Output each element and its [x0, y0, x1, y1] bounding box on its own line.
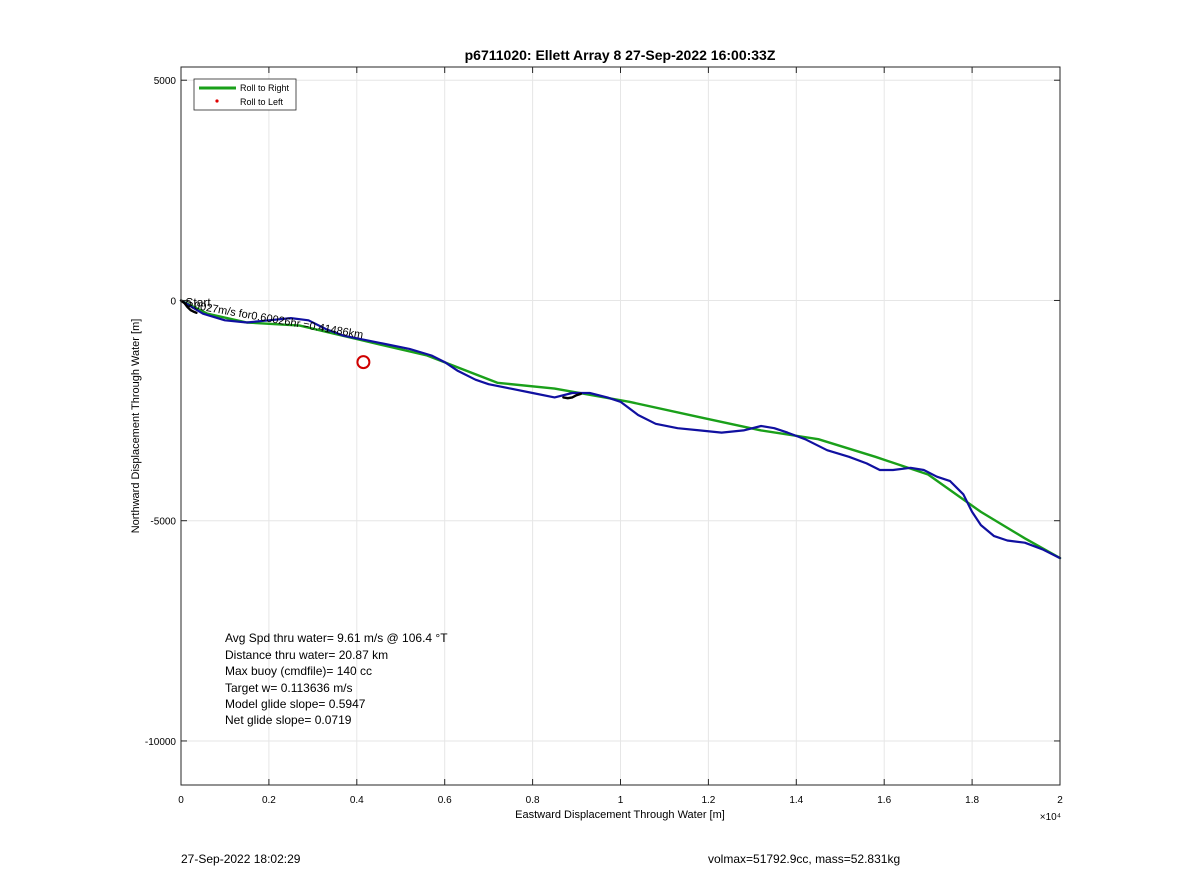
- stats-net-glide-slope: Net glide slope= 0.0719: [225, 713, 352, 727]
- x-tick-label: 0.6: [438, 795, 452, 806]
- series-line-3: [179, 299, 198, 314]
- x-tick-label: 2: [1057, 795, 1063, 806]
- legend-label-roll-right: Roll to Right: [240, 83, 290, 93]
- series-line-2: [562, 392, 583, 400]
- chart-title: p6711020: Ellett Array 8 27-Sep-2022 16:…: [465, 47, 776, 63]
- y-axis-label: Northward Displacement Through Water [m]: [130, 319, 142, 534]
- series-line-1: [179, 299, 1062, 560]
- stats-target-w: Target w= 0.113636 m/s: [225, 681, 353, 695]
- x-tick-label: 1.4: [789, 795, 803, 806]
- stats-max-buoy: Max buoy (cmdfile)= 140 cc: [225, 664, 372, 678]
- series-line-0: [179, 299, 1062, 560]
- marker-circle: [356, 355, 371, 370]
- x-tick-label: 1.8: [965, 795, 979, 806]
- x-tick-label: 0: [178, 795, 184, 806]
- x-tick-label: 0.8: [526, 795, 540, 806]
- y-tick-label: 5000: [154, 76, 177, 87]
- data-markers: [356, 355, 371, 370]
- axis-ticks: 0 0.2 0.4 0.6 0.8 1 1.2 1.4 1.6 1.8 2 5000 0 -5000 -10…: [145, 67, 1063, 806]
- y-tick-label: -10000: [145, 737, 177, 748]
- legend: Roll to Right Roll to Left: [193, 78, 297, 111]
- x-tick-label: 1.6: [877, 795, 891, 806]
- legend-swatch-roll-left: [215, 99, 219, 103]
- x-axis-label: Eastward Displacement Through Water [m]: [515, 809, 725, 821]
- x-tick-label: 0.4: [350, 795, 364, 806]
- stats-model-glide-slope: Model glide slope= 0.5947: [225, 697, 366, 711]
- annotation-text: Start: [185, 295, 211, 309]
- legend-label-roll-left: Roll to Left: [240, 97, 284, 107]
- stats-text-block: Avg Spd thru water= 9.61 m/s @ 106.4 °T …: [225, 631, 448, 727]
- y-tick-label: 0: [170, 296, 176, 307]
- y-tick-label: -5000: [150, 517, 176, 528]
- stats-distance: Distance thru water= 20.87 km: [225, 648, 388, 662]
- legend-box: [193, 78, 297, 111]
- footer-volmax-mass: volmax=51792.9cc, mass=52.831kg: [708, 852, 901, 866]
- data-series: [179, 299, 1062, 560]
- x-tick-label: 0.2: [262, 795, 276, 806]
- x-exponent-label: ×10⁴: [1040, 812, 1061, 823]
- footer-timestamp: 27-Sep-2022 18:02:29: [181, 852, 301, 866]
- stats-avg-speed: Avg Spd thru water= 9.61 m/s @ 106.4 °T: [225, 631, 448, 645]
- x-tick-label: 1: [618, 795, 624, 806]
- x-tick-label: 1.2: [701, 795, 715, 806]
